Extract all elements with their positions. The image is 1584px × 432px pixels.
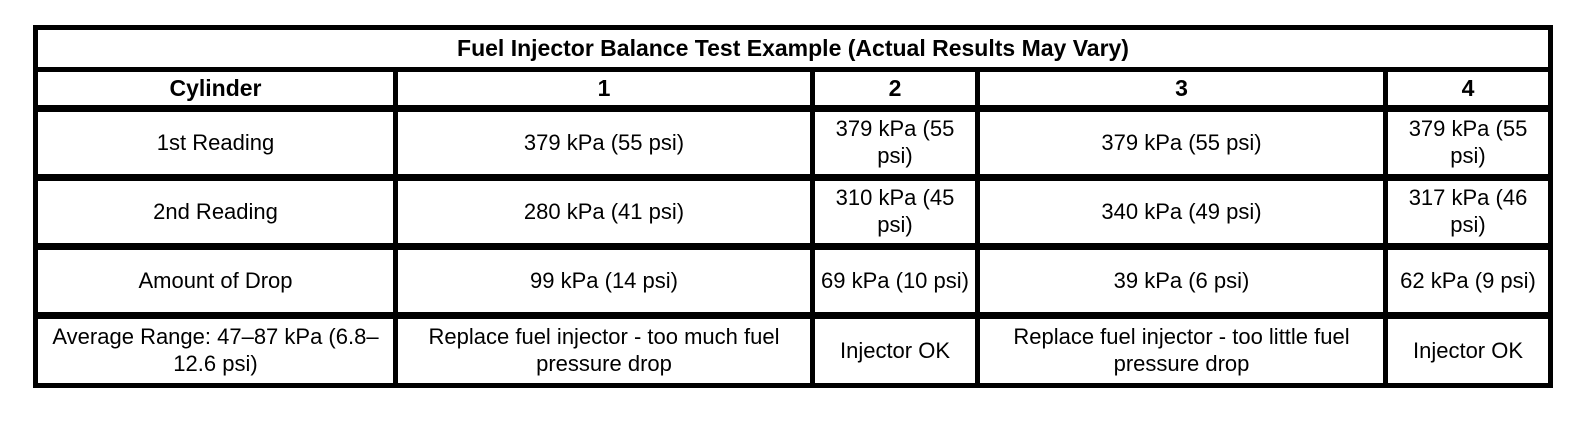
cell-1st-reading-cyl1: 379 kPa (55 psi) (393, 105, 815, 180)
cell-1st-reading-cyl2: 379 kPa (55 psi) (810, 105, 980, 180)
cell-drop-cyl4: 62 kPa (9 psi) (1382, 243, 1554, 318)
row-2nd-reading: 2nd Reading 280 kPa (41 psi) 310 kPa (45… (33, 174, 1554, 249)
fuel-injector-balance-table: Fuel Injector Balance Test Example (Actu… (32, 25, 1554, 388)
table-header-row: Cylinder 1 2 3 4 (33, 67, 1554, 111)
cell-1st-reading-cyl4: 379 kPa (55 psi) (1382, 105, 1554, 180)
cell-drop-cyl3: 39 kPa (6 psi) (975, 243, 1388, 318)
cell-diagnosis-cyl3: Replace fuel injector - too little fuel … (975, 312, 1388, 388)
cell-1st-reading-cyl3: 379 kPa (55 psi) (975, 105, 1388, 180)
cell-2nd-reading-cyl4: 317 kPa (46 psi) (1382, 174, 1554, 249)
cell-diagnosis-cyl2: Injector OK (810, 312, 980, 388)
row-amount-of-drop: Amount of Drop 99 kPa (14 psi) 69 kPa (1… (33, 243, 1554, 318)
cell-2nd-reading-cyl3: 340 kPa (49 psi) (975, 174, 1388, 249)
row-1st-reading-label: 1st Reading (33, 105, 398, 180)
cell-drop-cyl2: 69 kPa (10 psi) (810, 243, 980, 318)
column-header-2: 2 (810, 67, 980, 111)
row-1st-reading: 1st Reading 379 kPa (55 psi) 379 kPa (55… (33, 105, 1554, 180)
cell-drop-cyl1: 99 kPa (14 psi) (393, 243, 815, 318)
row-amount-of-drop-label: Amount of Drop (33, 243, 398, 318)
row-average-range-label: Average Range: 47–87 kPa (6.8–12.6 psi) (33, 312, 398, 388)
cell-2nd-reading-cyl2: 310 kPa (45 psi) (810, 174, 980, 249)
column-header-1: 1 (393, 67, 815, 111)
column-header-4: 4 (1382, 67, 1554, 111)
cell-diagnosis-cyl4: Injector OK (1382, 312, 1554, 388)
column-header-cylinder: Cylinder (33, 67, 398, 111)
cell-2nd-reading-cyl1: 280 kPa (41 psi) (393, 174, 815, 249)
row-average-range: Average Range: 47–87 kPa (6.8–12.6 psi) … (33, 312, 1554, 388)
column-header-3: 3 (975, 67, 1388, 111)
table-title: Fuel Injector Balance Test Example (Actu… (32, 25, 1554, 72)
table-title-row: Fuel Injector Balance Test Example (Actu… (32, 25, 1554, 72)
row-2nd-reading-label: 2nd Reading (33, 174, 398, 249)
cell-diagnosis-cyl1: Replace fuel injector - too much fuel pr… (393, 312, 815, 388)
